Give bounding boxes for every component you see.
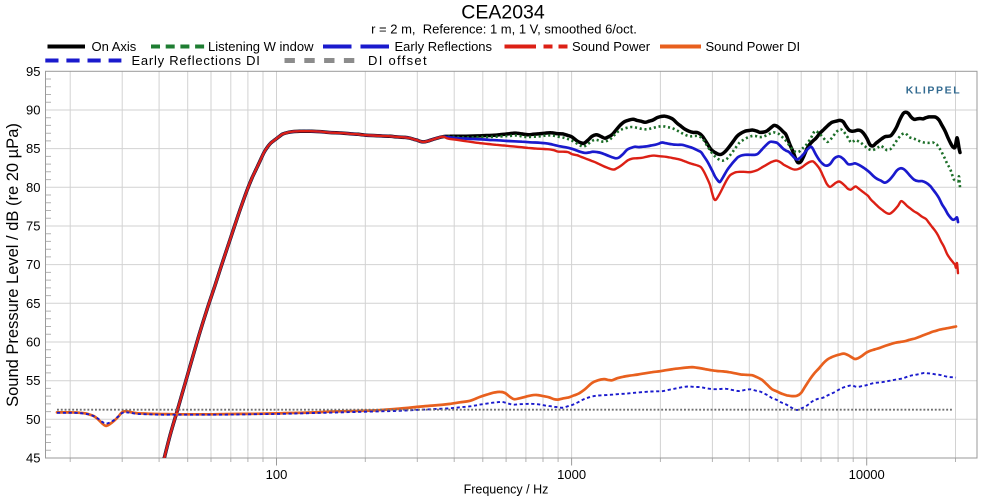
svg-text:Sound Power: Sound Power <box>572 39 651 54</box>
svg-text:100: 100 <box>266 467 288 482</box>
svg-text:95: 95 <box>26 64 40 79</box>
svg-text:Sound Pressure Level / dB (re: Sound Pressure Level / dB (re 20 µPa) <box>4 123 22 407</box>
svg-text:Early Reflections: Early Reflections <box>395 39 493 54</box>
svg-text:On Axis: On Axis <box>92 39 137 54</box>
svg-text:Early Reflections DI: Early Reflections DI <box>132 53 261 68</box>
svg-text:45: 45 <box>26 451 40 466</box>
svg-text:50: 50 <box>26 412 40 427</box>
svg-text:Sound Power DI: Sound Power DI <box>706 39 801 54</box>
svg-text:70: 70 <box>26 257 40 272</box>
svg-text:80: 80 <box>26 180 40 195</box>
svg-text:10000: 10000 <box>849 467 885 482</box>
svg-text:60: 60 <box>26 334 40 349</box>
svg-text:75: 75 <box>26 218 40 233</box>
svg-text:DI offset: DI offset <box>368 53 428 68</box>
svg-text:Frequency / Hz: Frequency / Hz <box>464 483 549 497</box>
svg-text:r = 2 m, Reference: 1 m, 1 V,: r = 2 m, Reference: 1 m, 1 V, smoothed 6… <box>371 22 637 37</box>
svg-text:1000: 1000 <box>557 467 586 482</box>
svg-text:KLIPPEL: KLIPPEL <box>906 85 962 97</box>
svg-text:85: 85 <box>26 141 40 156</box>
svg-text:90: 90 <box>26 102 40 117</box>
svg-text:55: 55 <box>26 373 40 388</box>
svg-text:65: 65 <box>26 296 40 311</box>
svg-text:Listening W indow: Listening W indow <box>208 39 314 54</box>
svg-text:CEA2034: CEA2034 <box>461 2 545 24</box>
